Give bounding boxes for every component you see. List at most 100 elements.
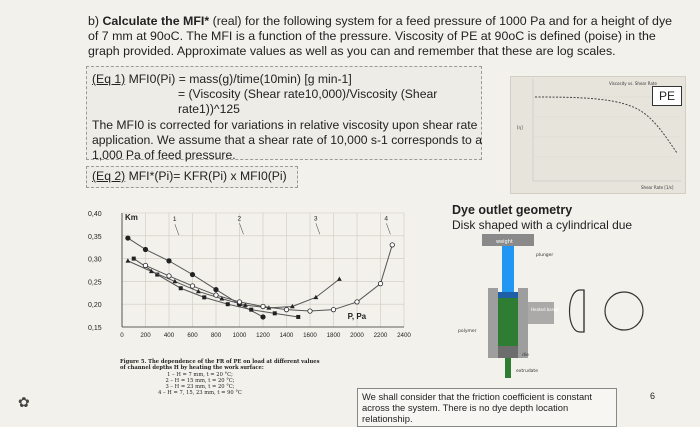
x-tick-label: 1000 (233, 332, 247, 339)
pe-badge: PE (652, 86, 682, 106)
viscosity-ylabel: [η] (517, 125, 523, 130)
data-point (148, 268, 154, 274)
data-point (142, 262, 149, 269)
barrel-left (488, 288, 498, 358)
series-line (127, 260, 340, 309)
data-point (307, 308, 313, 314)
data-point (260, 303, 266, 310)
data-point (272, 311, 277, 316)
viscosity-xlabel: Shear Rate [1/s] (641, 185, 674, 190)
die-block (498, 346, 518, 358)
disk-front-view (604, 291, 644, 331)
disk-side-view (569, 289, 585, 333)
data-point (389, 242, 395, 248)
data-point (219, 296, 225, 301)
friction-note: We shall consider that the friction coef… (357, 388, 617, 427)
x-tick-label: 600 (187, 332, 198, 339)
data-point (202, 295, 207, 300)
y-tick-label: 0,20 (88, 302, 102, 309)
data-point (260, 314, 266, 320)
series-line (127, 237, 264, 318)
data-point (249, 307, 254, 312)
extrudate-strand (505, 358, 511, 378)
series-line (133, 258, 299, 318)
series-line (145, 244, 393, 312)
x-tick-label: 2200 (374, 332, 388, 339)
data-point (213, 287, 219, 293)
equation-1: (Eq 1) MFI0(Pi) = mass(g)/time(10min) [g… (92, 72, 484, 163)
data-point (330, 307, 337, 313)
eq2-label: (Eq 2) (92, 169, 126, 183)
data-point (155, 272, 160, 277)
data-point (225, 302, 230, 307)
y-tick-label: 0,15 (88, 325, 102, 332)
question-text: b) Calculate the MFI* (real) for the fol… (88, 14, 678, 59)
data-point (172, 278, 178, 284)
eq1-line2: = (Viscosity (Shear rate10,000)/Viscosit… (178, 87, 438, 117)
x-tick-label: 1400 (280, 332, 294, 339)
data-point (189, 271, 196, 278)
eq1-line1: MFI0(Pi) = mass(g)/time(10min) [g min-1] (125, 72, 352, 86)
data-point (296, 314, 301, 319)
data-point (189, 283, 196, 289)
x-tick-label: 800 (211, 332, 222, 339)
dye-title: Dye outlet geometry (452, 203, 573, 217)
series-leader-line (315, 223, 321, 235)
viscosity-title: Viscosity vs. Shear Rate (609, 81, 658, 86)
caption-item: 3 – H = 23 mm, t = 20 °C; (165, 384, 235, 391)
y-axis-label: Km (125, 213, 138, 222)
x-tick-label: 200 (140, 332, 151, 339)
weight-label: weight (496, 239, 513, 245)
fr-pressure-chart: 0,15 0,20 0,25 0,30 0,35 0,40 0 200 400 600 800 100… (88, 211, 411, 339)
x-tick-label: 1200 (256, 332, 270, 339)
y-tick-label: 0,25 (88, 279, 102, 286)
equation-2: (Eq 2) MFI*(Pi)= KFR(Pi) x MFI0(Pi) (92, 169, 287, 183)
equation-box (86, 66, 482, 160)
barrel-label-2: Heated barrel (531, 307, 558, 312)
data-point (131, 256, 136, 261)
eq2-text: MFI*(Pi)= KFR(Pi) x MFI0(Pi) (125, 169, 287, 183)
series-label: 2 (238, 215, 242, 222)
x-tick-label: 1800 (327, 332, 341, 339)
plunger-head (498, 292, 518, 298)
data-point (125, 258, 131, 263)
data-point (236, 299, 243, 305)
data-point (242, 302, 248, 307)
data-point (195, 288, 201, 294)
eq1-label: (Eq 1) (92, 72, 126, 86)
data-point (377, 281, 384, 287)
x-axis-label: P, Pa (348, 312, 367, 321)
barrel-right (518, 288, 528, 358)
question-label: b) (88, 14, 103, 28)
data-point (166, 273, 172, 279)
x-tick-label: 2000 (350, 332, 364, 339)
x-tick-label: 0 (120, 332, 124, 339)
weight-block (482, 234, 534, 246)
figure-caption: Figure 5. The dependence of the FR of PE… (120, 359, 320, 397)
extrudate-label: extrudate (516, 368, 538, 374)
series-label: 3 (314, 215, 318, 222)
data-point (289, 303, 295, 309)
data-point (213, 292, 219, 298)
plunger-rod (502, 246, 514, 292)
die-label: die (522, 352, 529, 358)
polymer-label: polymer (458, 328, 477, 334)
dye-diagram: weight plunger Heated barrel Heated barr… (458, 234, 644, 378)
viscosity-curve-svg: Viscosity vs. Shear Rate [η] Shear Rate … (517, 79, 681, 190)
page-number: 6 (650, 391, 656, 401)
data-point (142, 246, 149, 253)
equation-2-box (86, 166, 298, 188)
data-point (354, 299, 360, 305)
y-tick-label: 0,40 (88, 211, 102, 218)
caption-item: 1 – H = 7 mm, t = 20 °C; (167, 371, 233, 378)
bookmark-icon[interactable]: ✿ (18, 394, 30, 410)
series-label: 1 (173, 216, 177, 223)
question-bold: Calculate the MFI* (102, 14, 210, 28)
polymer-fill (498, 298, 518, 346)
question-body: (real) for the following system for a fe… (88, 14, 673, 58)
plunger-label: plunger (536, 252, 553, 258)
data-point (313, 294, 319, 300)
series-leader-line (386, 223, 391, 235)
y-tick-label: 0,35 (88, 234, 102, 241)
series-leader-line (174, 224, 180, 236)
